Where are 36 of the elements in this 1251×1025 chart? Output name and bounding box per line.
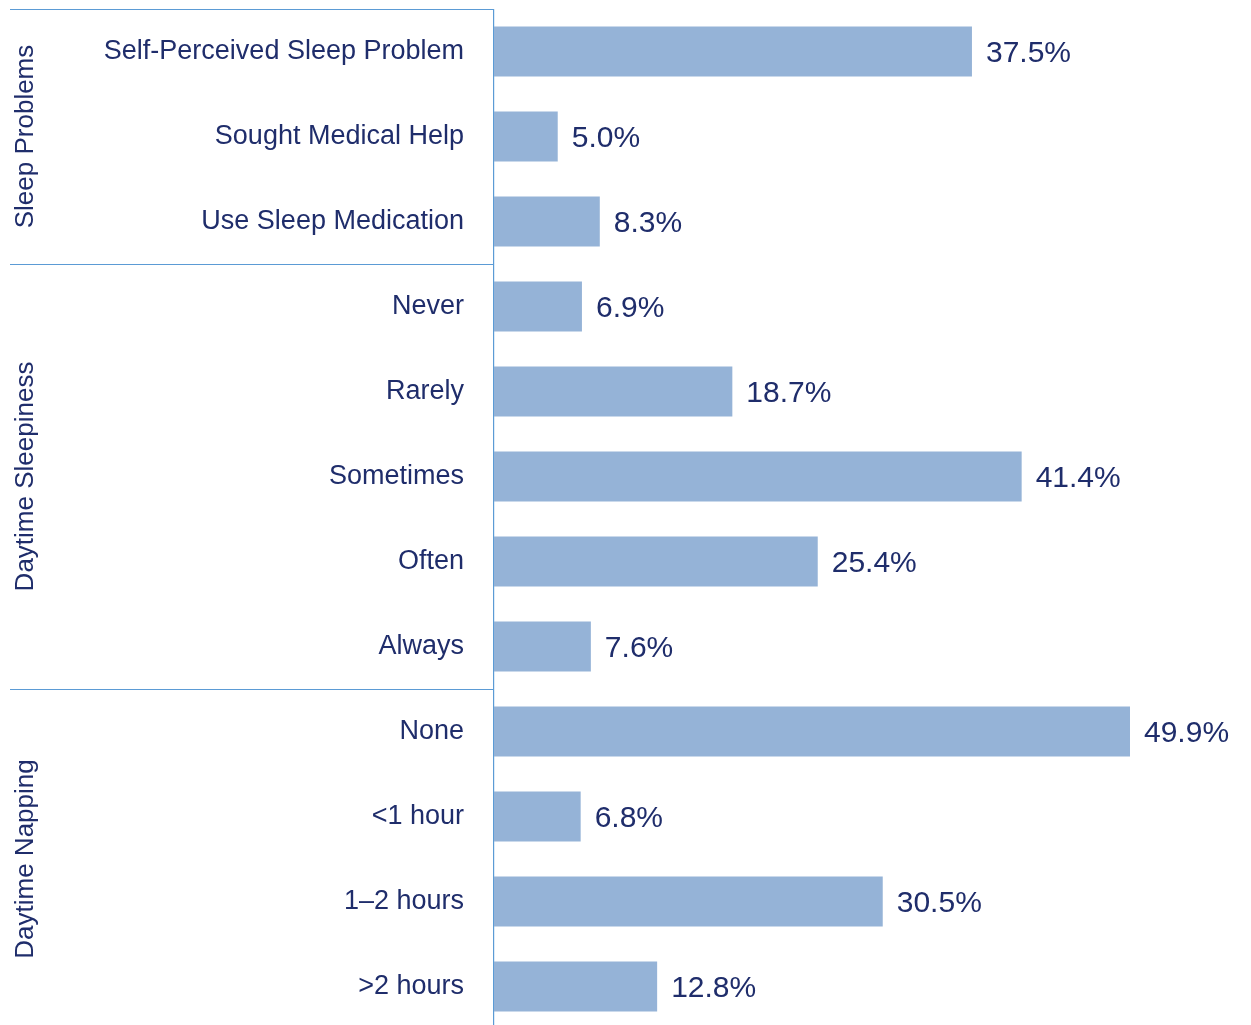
y-tick-label: Rarely <box>385 374 465 405</box>
data-label: 5.0% <box>571 119 641 153</box>
data-label: 25.4% <box>831 544 917 578</box>
y-tick-label: Never <box>391 289 464 320</box>
data-label: 12.8% <box>671 969 757 1003</box>
bar <box>494 451 1022 502</box>
bar <box>494 536 818 587</box>
y-axis-title: Daytime Sleepiness <box>8 361 39 592</box>
data-label: 30.5% <box>896 884 982 918</box>
bar <box>494 366 733 417</box>
data-label: 41.4% <box>1035 459 1121 493</box>
y-axis-title: Sleep Problems <box>8 44 39 229</box>
bar <box>494 961 658 1012</box>
y-tick-label: 1–2 hours <box>343 884 464 915</box>
y-tick-label: Self-Perceived Sleep Problem <box>103 34 464 65</box>
y-tick-label: Sometimes <box>328 459 464 490</box>
y-tick-label: Often <box>397 544 464 575</box>
y-tick-label: Use Sleep Medication <box>201 204 464 235</box>
bar <box>494 621 591 672</box>
y-axis-title: Daytime Napping <box>8 759 39 959</box>
bar <box>494 876 883 927</box>
y-tick-label: <1 hour <box>371 799 465 830</box>
data-label: 8.3% <box>613 204 683 238</box>
data-label: 18.7% <box>746 374 832 408</box>
y-tick-label: >2 hours <box>358 969 464 1000</box>
data-label: 7.6% <box>604 629 674 663</box>
y-tick-label: None <box>399 714 464 745</box>
bar <box>494 706 1130 757</box>
bar <box>494 281 582 332</box>
data-label: 6.9% <box>595 289 665 323</box>
data-label: 49.9% <box>1144 714 1230 748</box>
y-tick-label: Always <box>378 629 464 660</box>
data-label: 6.8% <box>594 799 664 833</box>
data-label: 37.5% <box>985 34 1072 68</box>
bar <box>494 791 581 842</box>
y-tick-label: Sought Medical Help <box>214 119 464 150</box>
